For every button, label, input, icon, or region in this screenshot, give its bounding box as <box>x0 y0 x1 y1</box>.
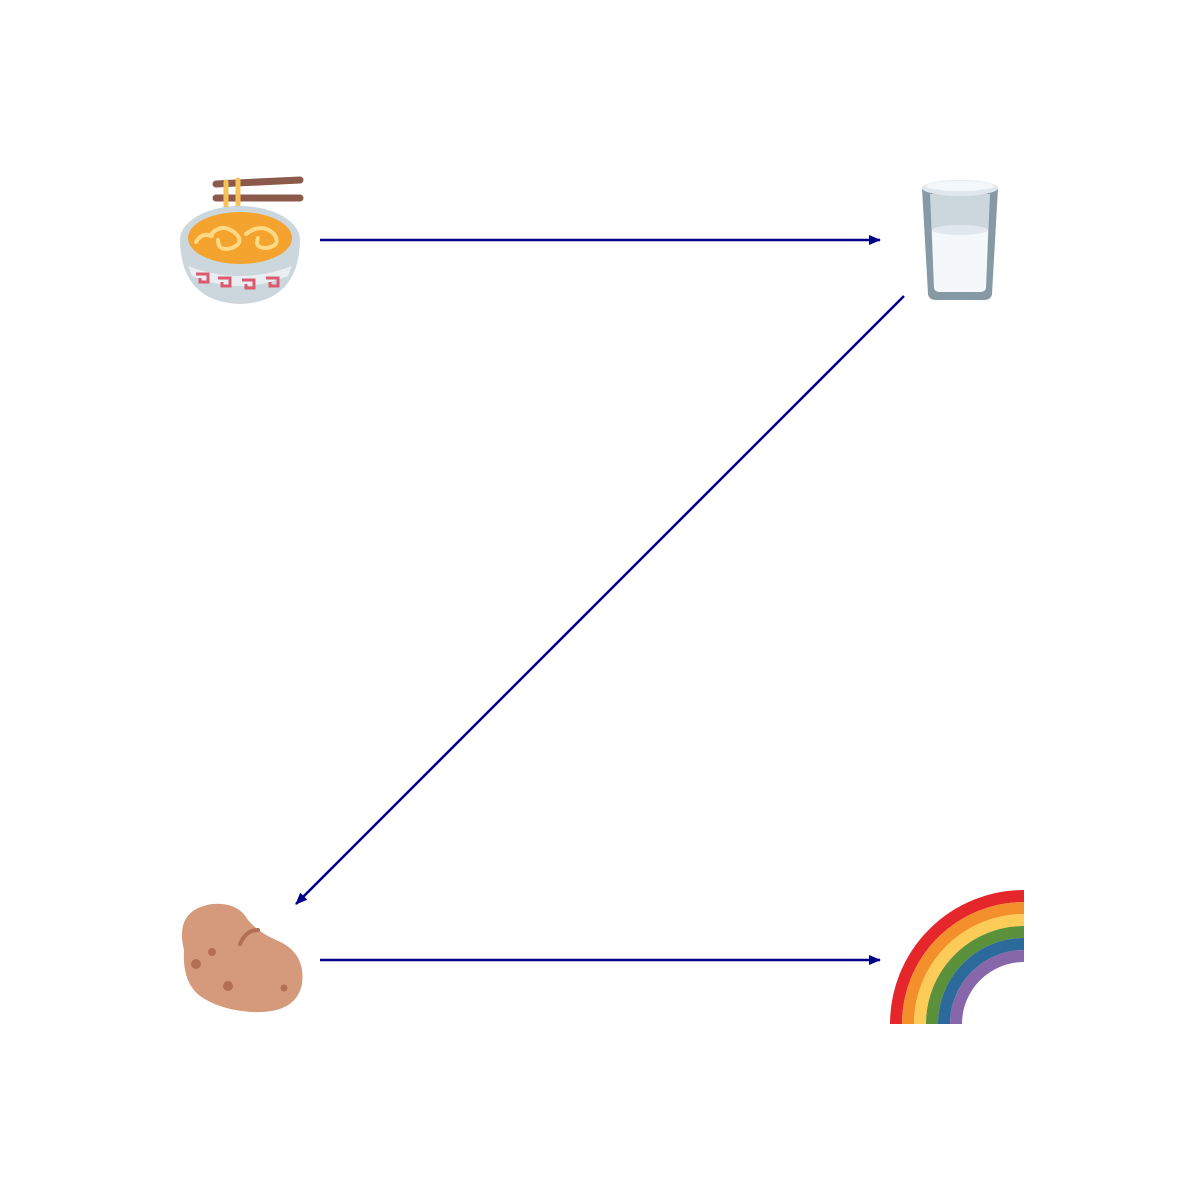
steaming-bowl-icon <box>180 176 304 304</box>
rainbow-icon <box>890 890 1025 1025</box>
potato-icon <box>181 903 303 1013</box>
arrow-milk-to-potato <box>295 295 905 905</box>
glass-of-milk-icon <box>922 180 998 300</box>
